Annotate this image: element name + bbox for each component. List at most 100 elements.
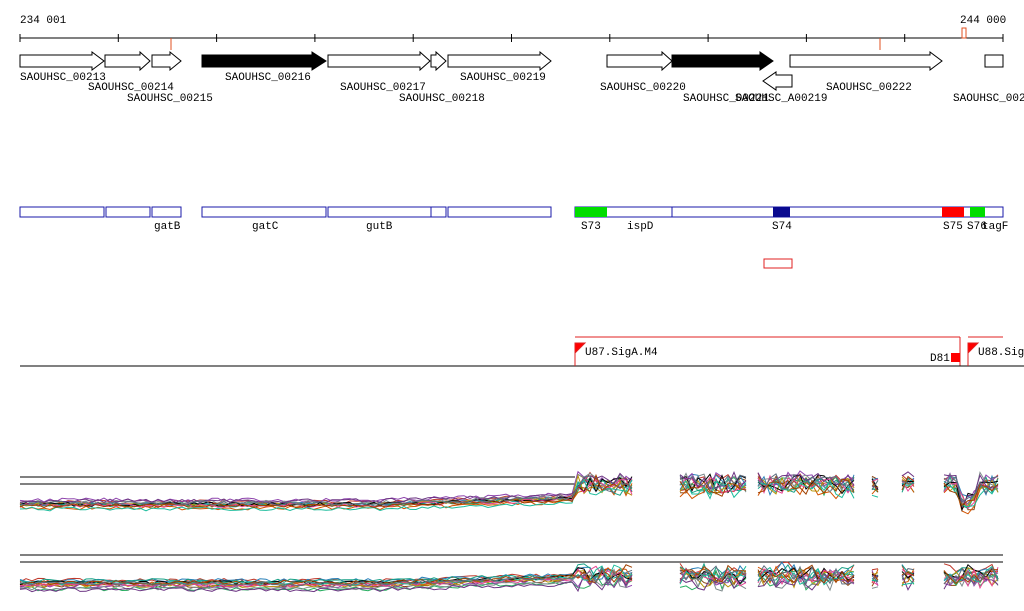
feature-label: gutB [366,221,393,233]
marker [961,27,967,39]
gene-label: SAOUHSC_00216 [225,72,311,84]
feature-label: S74 [772,221,792,233]
gene-arrow [104,50,151,72]
expression-curve [757,564,855,584]
expression-curve [871,480,879,491]
expression-curve [943,472,999,505]
expression-curve [757,475,855,492]
gene-arrow [789,51,943,71]
feature-label: S75 [943,221,963,233]
promoter-box [951,353,960,362]
expression-curve [679,564,747,583]
feature-box [763,258,793,269]
feature-box [105,206,151,218]
gene-arrow [606,50,673,72]
feature-box [447,206,552,218]
expression-curve [943,480,999,512]
feature-label: S73 [581,221,601,233]
expression-curve [757,473,855,491]
promoter-flag [967,342,980,366]
expression-curve [757,477,855,494]
feature-label: ispD [627,221,654,233]
feature-box [327,206,432,218]
gene-label: SAOUHSC_0022 [953,93,1024,105]
expression-curve [901,477,915,493]
expression-curve [943,566,999,585]
expression-curve [19,566,633,587]
expression-curve [871,568,879,571]
gene-label: SAOUHSC_00219 [460,72,546,84]
expression-curve [943,475,999,503]
gene-label: SAOUHSC_00215 [127,93,213,105]
gene-arrow [430,50,447,72]
expression-curve [757,474,855,495]
promoter-flag [574,342,587,366]
feature-track: gatB gatC gutB S73 ispD S74 S75 S76 tagF [19,206,1008,269]
gene-label: SAOUHSC_00218 [399,93,485,105]
ruler-end: 244 000 [960,15,1006,27]
gene-arrow [762,71,793,91]
expression-curve [757,478,855,495]
expression-curve [19,475,633,506]
expression-curve [871,572,879,581]
gene-arrow [151,50,182,72]
feature-box [430,206,447,218]
expression-curve [679,577,747,591]
expression-curve [901,568,915,578]
promoter-track: U87.SigA.M4 D81 U88.SigA [20,336,1024,367]
gene-arrow [447,50,552,72]
gene-box [984,54,1004,68]
expression-curve [901,480,915,484]
promoter-label: U88.SigA [978,347,1024,359]
expression-curve [679,481,747,497]
expression-curve [943,563,999,579]
expression-curve [901,582,915,586]
feature-segment [773,207,790,217]
feature-box [201,206,327,218]
promoter-label: D81 [930,353,950,365]
expression-curve [943,483,999,508]
ruler: 234 001 244 000 [19,15,1006,50]
expression-curve [871,494,879,498]
ruler-ticks [19,34,1004,42]
gene-label: SAOUHSC_A00219 [735,93,827,105]
gene-label: SAOUHSC_00213 [20,72,106,84]
expression-curve [757,568,855,585]
feature-label: gatB [154,221,181,233]
feature-box [19,206,105,218]
expression-curve [679,565,747,582]
feature-segment [970,207,985,217]
gene-label: SAOUHSC_00222 [826,82,912,94]
gene-label: SAOUHSC_00217 [340,82,426,94]
expression-curve [871,478,879,483]
gene-arrow [19,51,105,71]
expression-curve [679,480,747,500]
expression-curve [943,480,999,507]
feature-label: tagF [982,221,1008,233]
feature-box [151,206,182,218]
feature-label: S76 [967,221,987,233]
expression-curve [19,479,633,512]
expression-curve [19,473,633,509]
ruler-start: 234 001 [20,15,67,27]
gene-label: SAOUHSC_00214 [88,82,174,94]
gene-arrow [327,50,431,72]
expression-curve [871,580,879,586]
feature-label: gatC [252,221,279,233]
gene-arrow [201,51,327,71]
gene-arrow [671,51,774,71]
expression-track [19,470,1003,593]
expression-curve [679,570,747,588]
expression-curve [19,573,633,593]
expression-curve [871,575,879,583]
promoter-label: U87.SigA.M4 [585,347,658,359]
expression-curve [679,473,747,494]
expression-curve [901,475,915,491]
gene-label: SAOUHSC_00220 [600,82,686,94]
feature-segment [575,207,607,217]
expression-curve [943,482,999,507]
expression-curve [757,472,855,486]
expression-curve [871,480,879,493]
expression-curve [871,586,879,589]
